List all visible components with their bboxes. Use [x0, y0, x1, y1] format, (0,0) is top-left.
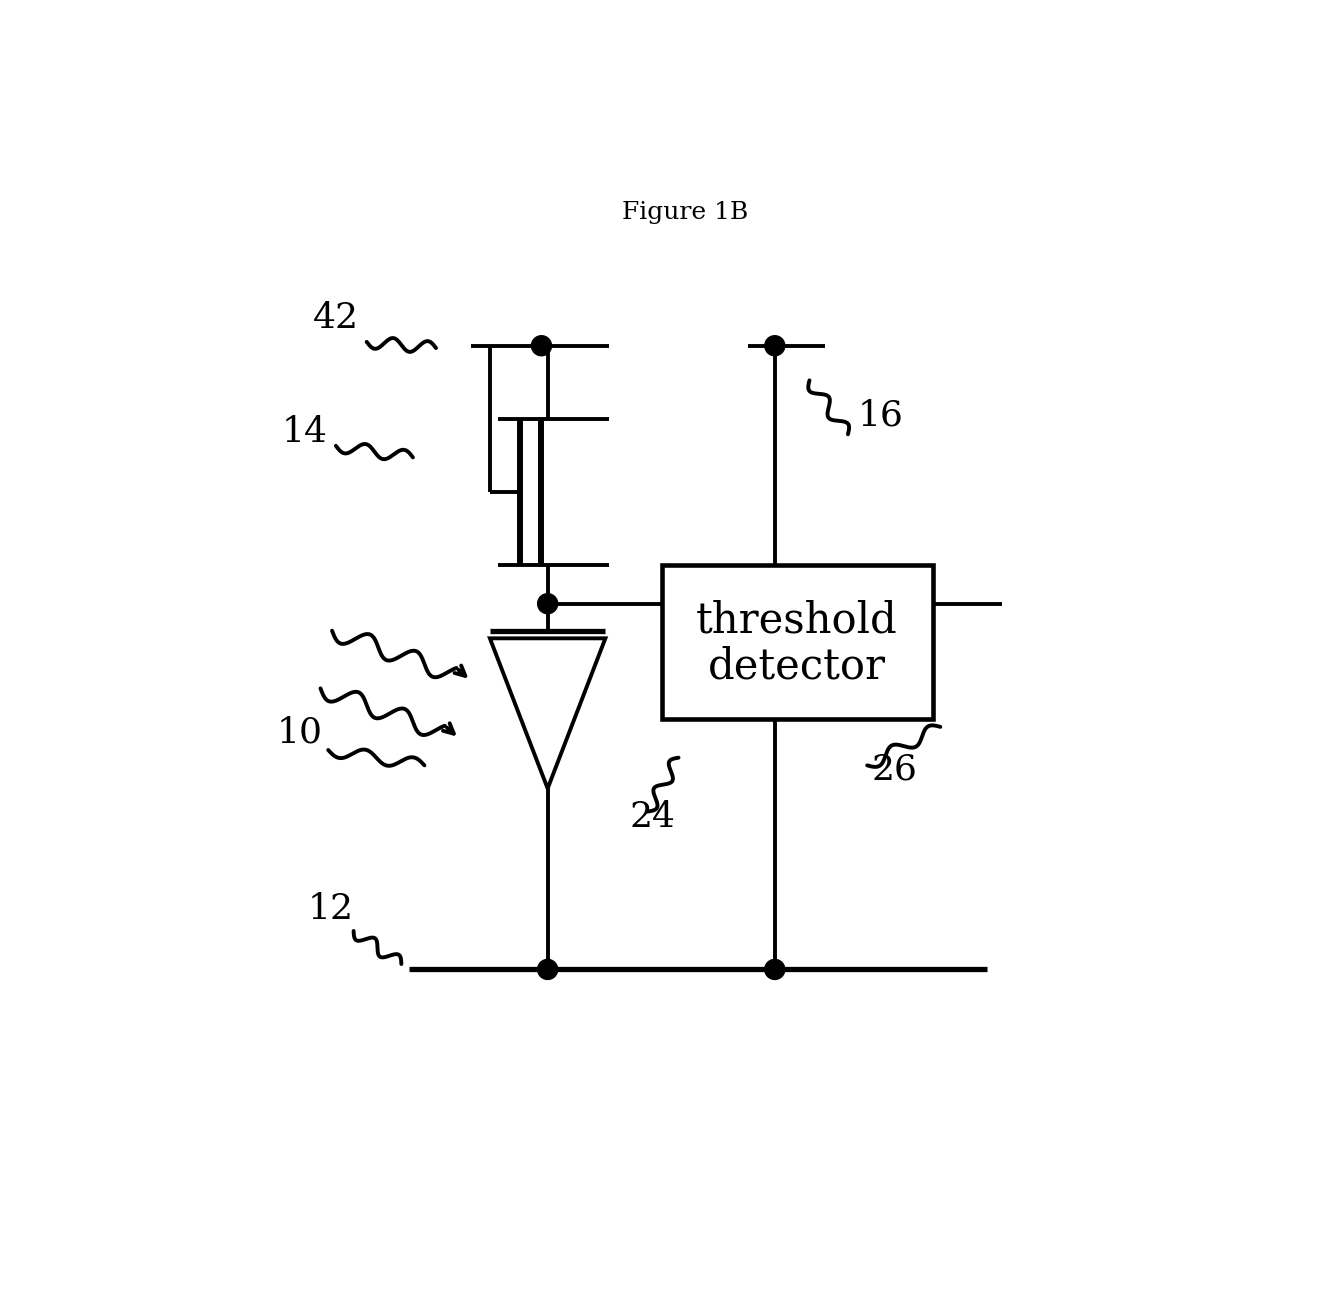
Text: 26: 26 — [871, 753, 916, 787]
Text: threshold: threshold — [696, 600, 898, 641]
Text: 16: 16 — [858, 398, 903, 432]
Circle shape — [537, 959, 557, 979]
Text: 12: 12 — [307, 893, 354, 927]
Circle shape — [764, 335, 784, 356]
Polygon shape — [490, 639, 605, 788]
Circle shape — [764, 959, 784, 979]
Bar — [661, 565, 933, 719]
Circle shape — [532, 335, 552, 356]
Text: Figure 1B: Figure 1B — [621, 202, 748, 224]
Text: 42: 42 — [313, 301, 359, 335]
Text: 10: 10 — [277, 715, 322, 749]
Text: detector: detector — [708, 645, 886, 687]
Text: 24: 24 — [629, 800, 675, 834]
Text: 14: 14 — [282, 415, 329, 449]
Circle shape — [537, 594, 557, 614]
